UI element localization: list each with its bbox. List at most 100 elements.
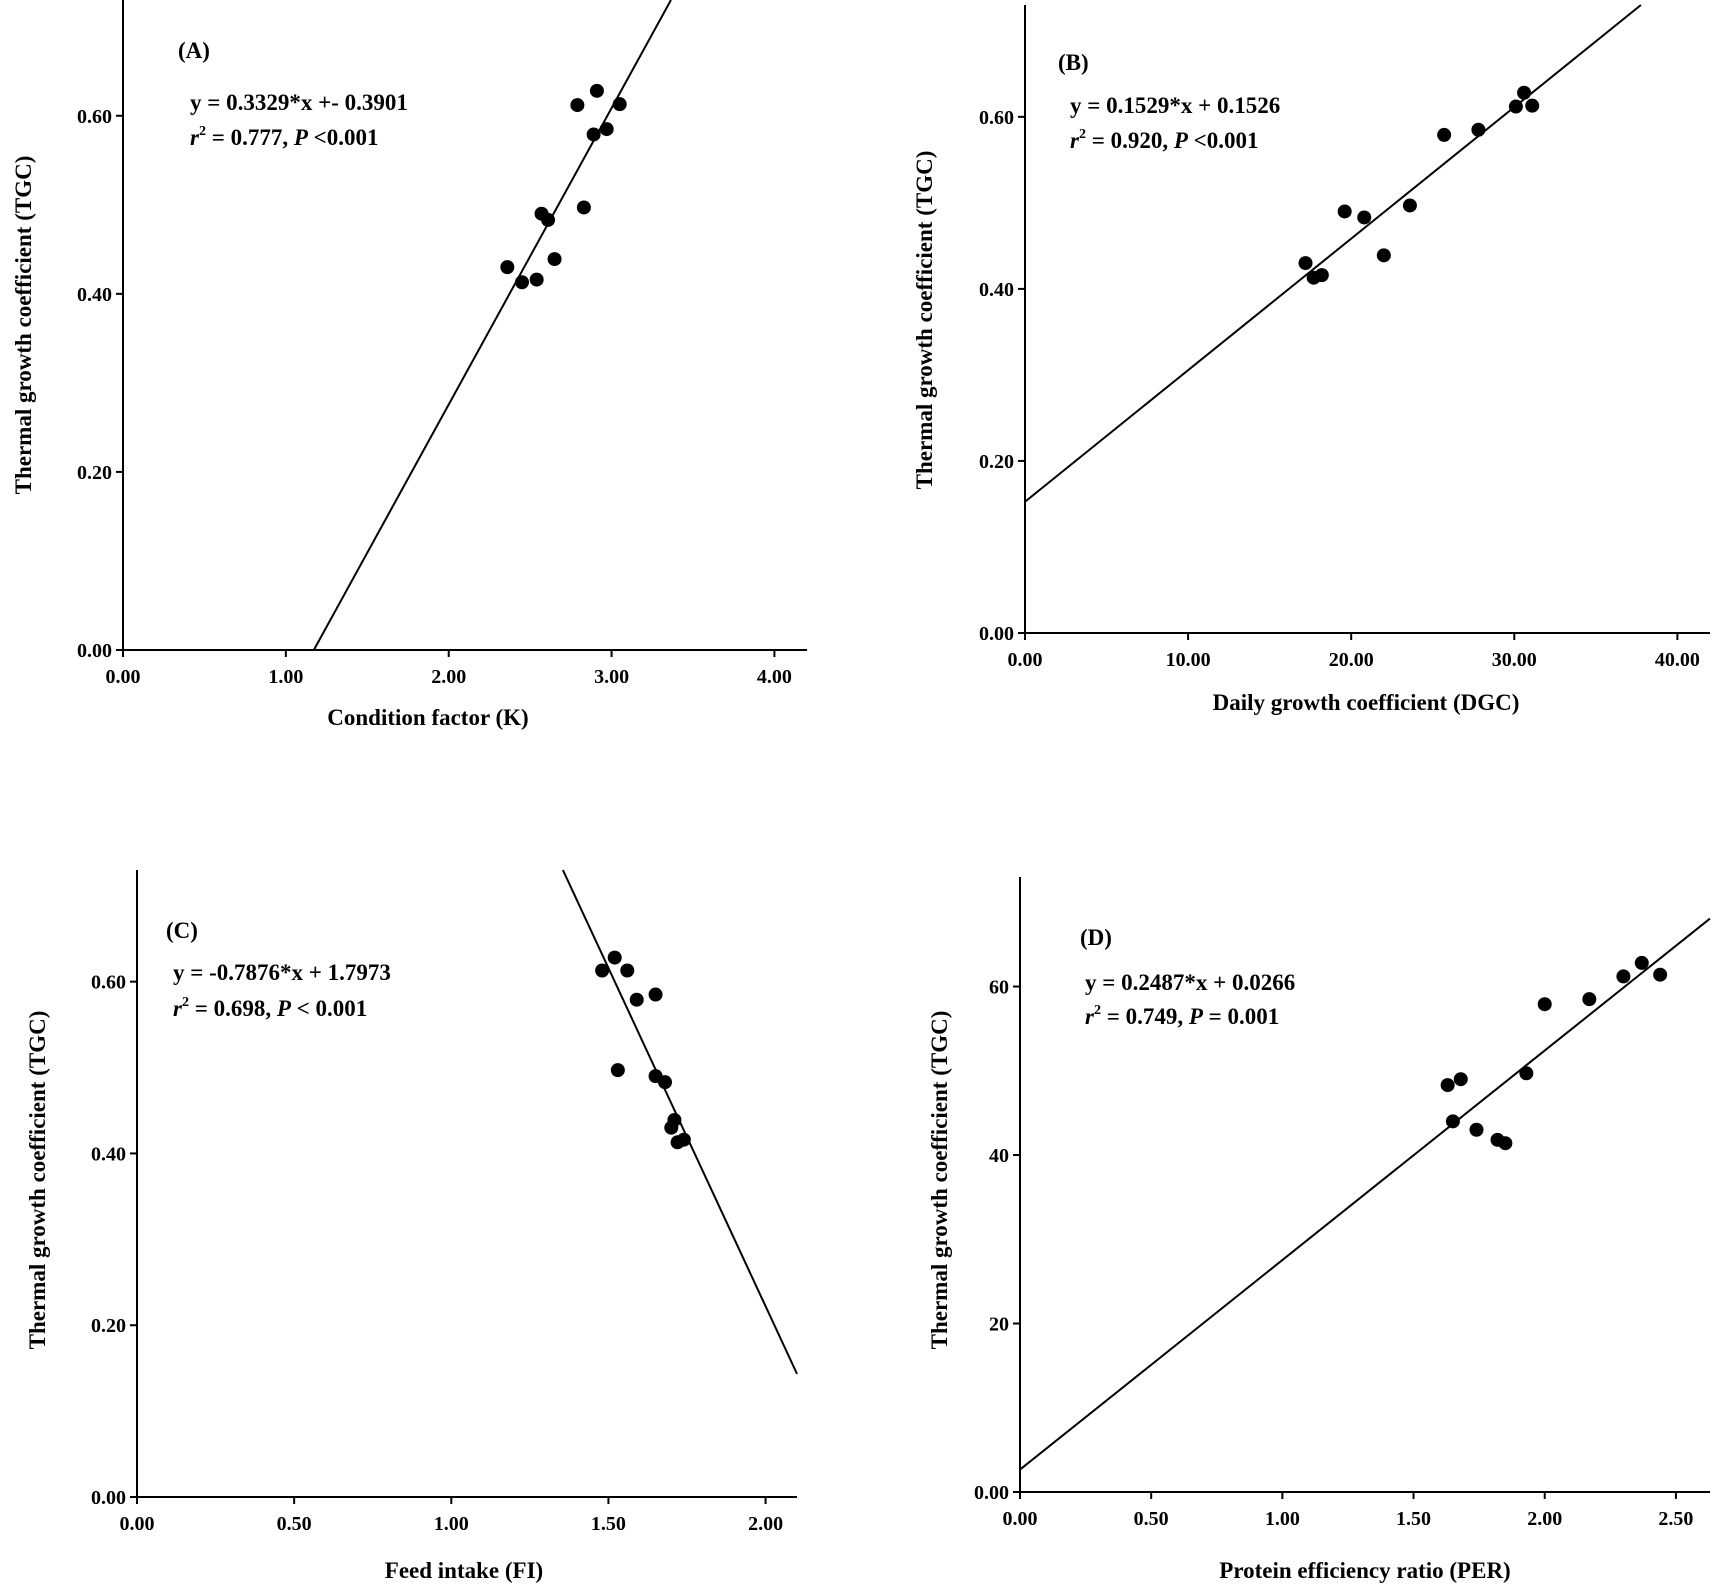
ticks: 0.00 10.00 20.00 30.00 40.00 0.00 0.20 0.40 0.60: [979, 107, 1700, 671]
x-tick-label: 10.00: [1166, 649, 1211, 671]
data-point: [599, 122, 614, 137]
data-point: [541, 212, 556, 227]
x-tick-label: 30.00: [1492, 649, 1537, 671]
data-point: [1453, 1072, 1468, 1087]
data-point: [1634, 955, 1649, 970]
x-tick-label: 3.00: [594, 666, 629, 688]
data-point: [612, 97, 627, 112]
x-tick-label: 0.00: [1008, 649, 1043, 671]
y-tick-label: 0.40: [77, 284, 112, 306]
r-squared: 0.920: [1111, 128, 1163, 153]
data-points: [595, 950, 691, 1150]
data-point: [667, 1112, 682, 1127]
y-tick-label: 0.20: [77, 462, 112, 484]
x-axis-title: Daily growth coefficient (DGC): [1213, 690, 1520, 715]
r-squared: 0.698: [214, 996, 266, 1021]
data-point: [648, 987, 663, 1002]
data-point: [607, 950, 622, 965]
data-point: [1298, 256, 1313, 271]
x-axis-title: Feed intake (FI): [385, 1558, 543, 1583]
data-point: [1471, 122, 1486, 137]
data-point: [620, 963, 635, 978]
data-point: [1437, 127, 1452, 142]
panel-label: (A): [178, 38, 210, 63]
y-tick-label: 60: [989, 977, 1009, 999]
regression-stats: r2 = 0.920, P <0.001: [1070, 127, 1258, 153]
y-tick-label: 0.00: [974, 1482, 1009, 1504]
panel-d: 0.00 0.50 1.00 1.50 2.00 2.50 0.00 20 40 60 (D) y…: [927, 877, 1711, 1583]
data-point: [1357, 210, 1372, 225]
p-value: <0.001: [314, 125, 379, 150]
regression-equation: y = -0.7876*x + 1.7973: [173, 960, 391, 985]
data-point: [586, 127, 601, 142]
x-tick-label: 0.00: [1003, 1508, 1038, 1530]
p-value: < 0.001: [297, 996, 368, 1021]
y-tick-label: 0.40: [979, 279, 1014, 301]
data-point: [1440, 1078, 1455, 1093]
data-point: [1582, 992, 1597, 1007]
y-tick-label: 0.60: [77, 106, 112, 128]
data-point: [1498, 1136, 1513, 1151]
data-point: [1517, 85, 1532, 100]
p-value: = 0.001: [1209, 1004, 1280, 1029]
regression-stats: r2 = 0.749, P = 0.001: [1085, 1003, 1279, 1029]
ticks: 0.00 1.00 2.00 3.00 4.00 0.00 0.20 0.40 0.60: [77, 106, 792, 688]
x-tick-label: 2.00: [748, 1513, 783, 1535]
data-point: [595, 963, 610, 978]
regression-stats: r2 = 0.777, P <0.001: [190, 124, 378, 150]
regression-equation: y = 0.1529*x + 0.1526: [1070, 93, 1280, 118]
x-tick-label: 2.00: [431, 666, 466, 688]
data-point: [676, 1132, 691, 1147]
regression-stats: r2 = 0.698, P < 0.001: [173, 995, 367, 1021]
x-axis-title: Condition factor (K): [327, 705, 528, 730]
ticks: 0.00 0.50 1.00 1.50 2.00 0.00 0.20 0.40 0.60: [91, 972, 783, 1535]
x-tick-label: 0.50: [277, 1513, 312, 1535]
y-tick-label: 0.20: [979, 451, 1014, 473]
y-axis-title: Thermal growth coefficient (TGC): [11, 156, 36, 495]
regression-line: [1024, 4, 1642, 503]
data-point: [629, 992, 644, 1007]
data-points: [500, 83, 627, 290]
x-tick-label: 40.00: [1655, 649, 1700, 671]
x-tick-label: 2.50: [1658, 1508, 1693, 1530]
y-axis-title: Thermal growth coefficient (TGC): [927, 1011, 952, 1350]
x-tick-label: 1.00: [1265, 1508, 1300, 1530]
y-tick-label: 20: [989, 1314, 1009, 1336]
data-point: [576, 200, 591, 215]
data-point: [1469, 1122, 1484, 1137]
y-tick-label: 0.40: [91, 1143, 126, 1165]
data-point: [1314, 268, 1329, 283]
p-value: <0.001: [1194, 128, 1259, 153]
data-point: [1508, 99, 1523, 114]
y-tick-label: 0.60: [979, 107, 1014, 129]
data-point: [1653, 967, 1668, 982]
data-points: [1298, 85, 1540, 285]
x-tick-label: 1.50: [591, 1513, 626, 1535]
x-axis-title: Protein efficiency ratio (PER): [1219, 1558, 1510, 1583]
panel-b: 0.00 10.00 20.00 30.00 40.00 0.00 0.20 0.40 0.60…: [912, 4, 1710, 715]
y-axis-title: Thermal growth coefficient (TGC): [25, 1011, 50, 1350]
data-point: [500, 260, 515, 275]
data-point: [1337, 204, 1352, 219]
regression-equation: y = 0.3329*x +- 0.3901: [190, 90, 408, 115]
data-point: [515, 275, 529, 290]
panel-label: (C): [166, 918, 198, 943]
y-tick-label: 40: [989, 1145, 1009, 1167]
regression-line: [1019, 917, 1711, 1471]
data-point: [1519, 1066, 1534, 1081]
y-axis-title: Thermal growth coefficient (TGC): [912, 151, 937, 490]
y-tick-label: 0.20: [91, 1315, 126, 1337]
panel-c: 0.00 0.50 1.00 1.50 2.00 0.00 0.20 0.40 0.60 (C)…: [25, 869, 798, 1583]
x-tick-label: 1.50: [1396, 1508, 1431, 1530]
y-tick-label: 0.00: [77, 640, 112, 662]
data-point: [547, 252, 562, 267]
x-tick-label: 4.00: [757, 666, 792, 688]
regression-equation: y = 0.2487*x + 0.0266: [1085, 970, 1295, 995]
y-tick-label: 0.00: [91, 1487, 126, 1509]
x-tick-label: 1.00: [268, 666, 303, 688]
data-point: [589, 83, 604, 98]
y-tick-label: 0.00: [979, 623, 1014, 645]
data-point: [1376, 248, 1391, 263]
data-point: [1616, 969, 1631, 984]
r-squared: 0.749: [1126, 1004, 1178, 1029]
